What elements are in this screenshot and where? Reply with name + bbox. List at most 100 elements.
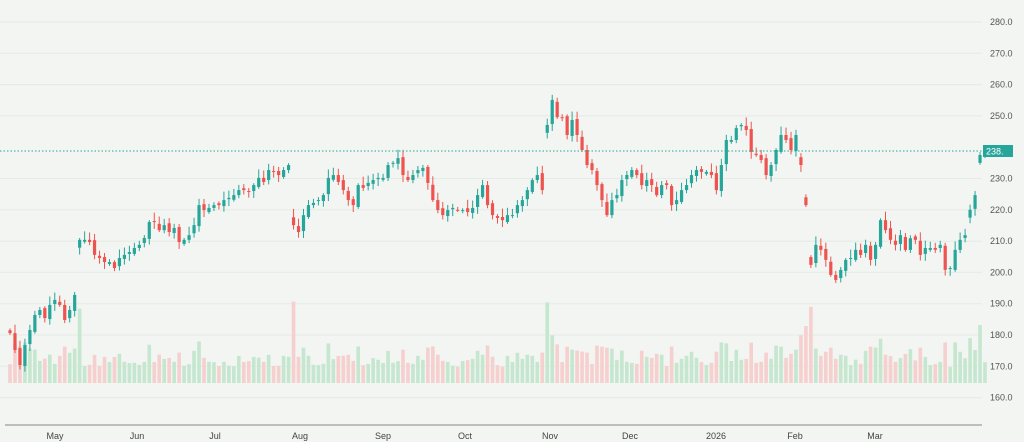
candle-body [963, 235, 967, 238]
candle-body [58, 301, 62, 305]
candle-body [237, 190, 241, 196]
candle-body [401, 157, 405, 176]
candle-body [689, 175, 694, 184]
volume-bar [903, 353, 908, 383]
volume-bar [391, 362, 395, 383]
candle-body [893, 240, 898, 245]
candle-body [63, 304, 67, 320]
volume-bar [824, 351, 828, 383]
candle-body [286, 165, 291, 171]
volume-bar [341, 355, 346, 383]
candle-body [804, 197, 808, 206]
time-axis[interactable]: May Jun Jul Aug Sep Oct Nov Dec 2026 Feb Mar [46, 431, 882, 441]
volume-bar [893, 361, 898, 383]
price-axis[interactable]: 280.0 270.0 260.0 250.0 230.0 220.0 210.0 200.0… [990, 17, 1013, 403]
volume-bar [625, 361, 629, 383]
volume-bar [799, 335, 803, 383]
volume-bar [281, 355, 286, 383]
candle-body [679, 190, 684, 202]
candle-body [331, 175, 335, 180]
volume-bar [918, 347, 923, 383]
candle-body [938, 244, 942, 248]
volume-bar [744, 358, 749, 383]
candle-body [729, 140, 733, 142]
candle-body [655, 186, 659, 196]
volume-bar [659, 354, 664, 383]
y-tick-label: 250.0 [990, 111, 1013, 121]
candle-body [630, 170, 634, 177]
volume-bar [331, 359, 336, 383]
volume-bar [953, 342, 957, 383]
volume-bar [923, 356, 928, 383]
volume-bar [978, 325, 982, 383]
volume-bar [92, 354, 97, 383]
volume-bar [470, 358, 475, 383]
volume-bar [182, 365, 186, 383]
volume-bar [33, 349, 37, 383]
x-tick-label: Oct [458, 431, 473, 441]
candle-body [754, 153, 758, 156]
candle-body [426, 166, 430, 183]
volume-bar [237, 355, 241, 383]
volume-bar [192, 350, 196, 383]
candle-body [500, 216, 505, 221]
candle-body [625, 175, 629, 180]
candle-body [346, 191, 350, 201]
candle-body [122, 254, 127, 259]
volume-bar [142, 361, 147, 383]
candle-body [670, 186, 674, 206]
volume-bar [853, 359, 858, 383]
volume-bar [838, 354, 843, 383]
candle-body [933, 247, 937, 250]
candle-body [257, 177, 261, 187]
volume-bar [490, 356, 495, 383]
volume-bar [97, 365, 102, 383]
candle-body [366, 182, 370, 187]
x-tick-label: Dec [622, 431, 639, 441]
candle-body [277, 170, 281, 176]
candle-body [873, 244, 878, 259]
candle-body [973, 195, 977, 209]
candle-body [247, 191, 251, 193]
volume-bar [595, 345, 599, 383]
candle-body [714, 173, 718, 191]
candle-body [326, 177, 330, 195]
volume-bar [769, 358, 773, 383]
candle-body [918, 240, 922, 255]
volume-bar [580, 351, 584, 383]
volume-bar [913, 360, 918, 383]
volume-bar [102, 356, 107, 383]
candle-body [301, 215, 306, 232]
candle-body [97, 255, 102, 259]
volume-bar [963, 358, 967, 383]
candle-body [456, 209, 460, 211]
candle-body [13, 333, 17, 351]
volume-bar [256, 357, 261, 383]
volume-bar [306, 355, 311, 383]
volume-bar [127, 363, 132, 383]
candle-body [530, 180, 534, 192]
volume-bar [43, 358, 47, 383]
candle-body [709, 171, 714, 176]
volume-bar [167, 357, 171, 383]
candle-body [341, 180, 345, 191]
volume-bar [495, 365, 500, 383]
candle-body [43, 308, 47, 319]
x-tick-label: Mar [867, 431, 883, 441]
x-tick-label: Aug [292, 431, 308, 441]
candle-body [844, 259, 848, 271]
volume-bar [938, 361, 943, 383]
volume-bar [605, 347, 609, 383]
candle-body [8, 330, 12, 334]
candle-body [799, 157, 803, 166]
candle-body [585, 150, 589, 166]
candle-body [605, 201, 609, 216]
candle-body [978, 155, 982, 163]
candle-body [391, 162, 395, 164]
volume-bar [227, 365, 231, 383]
candle-body [719, 165, 723, 192]
candle-body [202, 204, 206, 211]
volume-bar [908, 349, 913, 383]
volume-bar [212, 362, 216, 383]
volume-bar [361, 365, 365, 383]
